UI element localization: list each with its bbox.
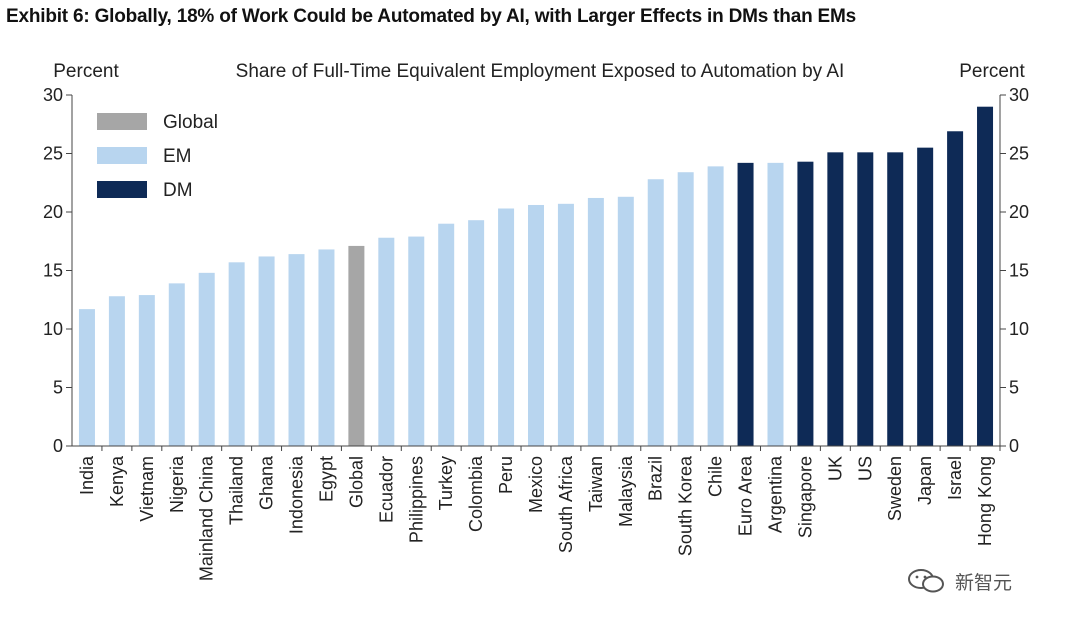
bars bbox=[78, 106, 994, 447]
bar bbox=[198, 272, 215, 446]
bar bbox=[438, 223, 455, 446]
x-tick-label: Taiwan bbox=[586, 456, 606, 512]
legend-swatch bbox=[97, 181, 147, 198]
bar bbox=[408, 236, 425, 446]
bar bbox=[947, 131, 964, 446]
x-axis: India Kenya Vietnam Nigeria Mainland China Th… bbox=[72, 445, 1001, 581]
x-tick-label: Euro Area bbox=[736, 455, 756, 536]
legend-label: EM bbox=[163, 146, 192, 167]
bar bbox=[977, 106, 994, 446]
bar bbox=[647, 179, 664, 447]
y-tick-label-left: 15 bbox=[43, 261, 63, 281]
y-axis-label-left: Percent bbox=[53, 61, 119, 82]
legend-swatch bbox=[97, 113, 147, 130]
x-tick-label: Argentina bbox=[765, 455, 785, 533]
x-tick-label: Brazil bbox=[646, 456, 666, 501]
x-tick-label: Ghana bbox=[257, 455, 277, 510]
y-axis-label-right: Percent bbox=[959, 61, 1025, 82]
x-tick-label: Philippines bbox=[406, 456, 426, 543]
y-tick-label-left: 10 bbox=[43, 319, 63, 339]
y-tick-label-right: 20 bbox=[1009, 202, 1029, 222]
chart-title: Share of Full-Time Equivalent Employment… bbox=[236, 61, 845, 82]
y-tick-label-left: 5 bbox=[53, 378, 63, 398]
x-tick-label: Egypt bbox=[316, 456, 336, 502]
bar bbox=[557, 203, 574, 446]
x-tick-label: Kenya bbox=[107, 455, 127, 507]
bar bbox=[917, 147, 934, 446]
bar bbox=[767, 162, 784, 447]
bar bbox=[707, 166, 724, 446]
y-tick-label-left: 20 bbox=[43, 202, 63, 222]
x-tick-label: Hong Kong bbox=[975, 456, 995, 546]
x-tick-label: South Korea bbox=[676, 455, 696, 556]
x-tick-label: Ecuador bbox=[376, 456, 396, 523]
x-tick-label: Mexico bbox=[526, 456, 546, 513]
x-tick-label: UK bbox=[825, 456, 845, 481]
x-tick-label: Israel bbox=[945, 456, 965, 500]
bar bbox=[258, 256, 275, 446]
wechat-icon bbox=[908, 569, 944, 593]
bar bbox=[378, 237, 395, 446]
legend-label: Global bbox=[163, 112, 218, 133]
x-tick-label: Indonesia bbox=[287, 455, 307, 534]
x-tick-label: Chile bbox=[706, 456, 726, 497]
watermark: 新智元 bbox=[905, 567, 1012, 595]
bar bbox=[528, 204, 544, 446]
y-tick-label-right: 10 bbox=[1009, 319, 1029, 339]
bar bbox=[348, 245, 365, 446]
bar bbox=[108, 296, 125, 446]
x-tick-label: Sweden bbox=[885, 456, 905, 521]
x-tick-label: US bbox=[855, 456, 875, 481]
bar bbox=[737, 162, 754, 447]
watermark-text: 新智元 bbox=[955, 571, 1013, 594]
y-tick-label-right: 5 bbox=[1009, 378, 1019, 398]
bar bbox=[78, 309, 95, 446]
x-tick-label: Mainland China bbox=[197, 455, 217, 581]
legend-swatch bbox=[97, 147, 147, 164]
y-tick-label-left: 30 bbox=[43, 85, 63, 105]
x-tick-label: Turkey bbox=[436, 456, 456, 510]
y-tick-label-right: 30 bbox=[1009, 85, 1029, 105]
x-tick-label: Japan bbox=[915, 456, 935, 505]
exhibit-title: Exhibit 6: Globally, 18% of Work Could b… bbox=[6, 6, 857, 27]
legend: Global EM DM bbox=[97, 112, 218, 201]
y-axis: 0 0 5 5 10 10 15 15 20 20 25 25 30 30 bbox=[43, 85, 1029, 456]
y-tick-label-right: 25 bbox=[1009, 144, 1029, 164]
bar bbox=[677, 172, 694, 446]
legend-label: DM bbox=[163, 180, 193, 201]
bar bbox=[498, 208, 515, 446]
y-tick-label-right: 0 bbox=[1009, 436, 1019, 456]
bar bbox=[288, 254, 305, 446]
bar bbox=[827, 152, 844, 446]
y-tick-label-left: 0 bbox=[53, 436, 63, 456]
x-tick-label: Global bbox=[346, 456, 366, 508]
bar bbox=[468, 220, 485, 446]
x-tick-label: India bbox=[77, 455, 97, 495]
x-tick-label: Thailand bbox=[227, 456, 247, 525]
x-tick-label: Colombia bbox=[466, 455, 486, 532]
x-tick-label: Malaysia bbox=[616, 455, 636, 527]
y-tick-label-left: 25 bbox=[43, 144, 63, 164]
bar bbox=[318, 249, 335, 446]
bar bbox=[887, 152, 904, 446]
bar bbox=[617, 196, 634, 446]
x-tick-label: Nigeria bbox=[167, 455, 187, 513]
bar bbox=[138, 295, 155, 446]
bar bbox=[797, 161, 814, 446]
bar bbox=[587, 197, 604, 446]
x-tick-label: South Africa bbox=[556, 455, 576, 553]
bar bbox=[168, 283, 185, 446]
x-tick-label: Peru bbox=[496, 456, 516, 494]
x-tick-label: Vietnam bbox=[137, 456, 157, 522]
bar bbox=[228, 262, 245, 446]
x-tick-label: Singapore bbox=[795, 456, 815, 538]
y-tick-label-right: 15 bbox=[1009, 261, 1029, 281]
bar bbox=[857, 152, 874, 446]
